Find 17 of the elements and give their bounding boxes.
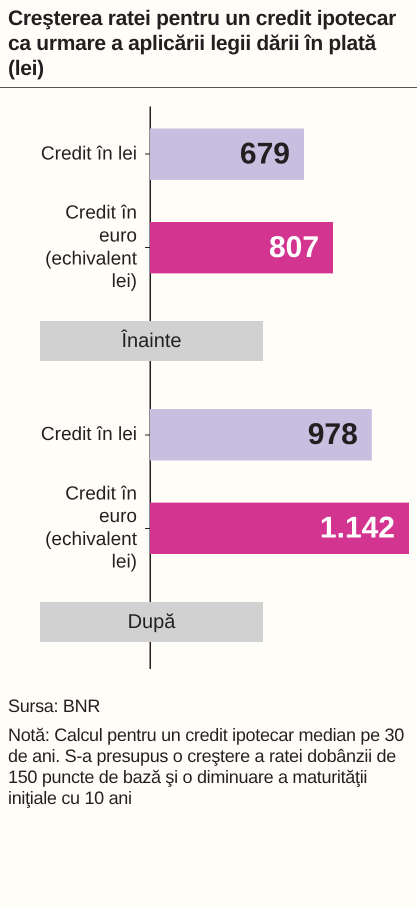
y-tick-label: Credit în euro (echivalent lei): [45, 483, 138, 573]
y-tick-label: Credit în lei: [40, 424, 137, 445]
bar: [150, 222, 334, 274]
y-tick-label: Credit în euro (echivalent lei): [45, 202, 138, 292]
data-label: 807: [268, 230, 320, 264]
bar: [150, 409, 372, 460]
bar: [150, 502, 409, 554]
data-label: 679: [240, 137, 290, 170]
y-tick-label: Credit în lei: [40, 143, 137, 164]
group-heading-box: După: [40, 602, 263, 642]
chart-title: Creşterea ratei pentru un credit ipotecar ca urmare a aplicării legii dării în plată (lei): [0, 0, 417, 88]
text: Sursa: BNR: [8, 696, 102, 717]
bar: [150, 128, 304, 180]
text: Notă: Calcul pentru un credit ipotecar median pe 30 de ani. S-a presupus o creştere a ratei dobânzii de 150 puncte de bază şi o diminuare a maturităţii iniţiale cu 10 ani: [8, 725, 405, 809]
data-label: 978: [308, 418, 358, 452]
data-label: 1.142: [320, 512, 395, 545]
group-heading-box: Înainte: [40, 321, 263, 362]
